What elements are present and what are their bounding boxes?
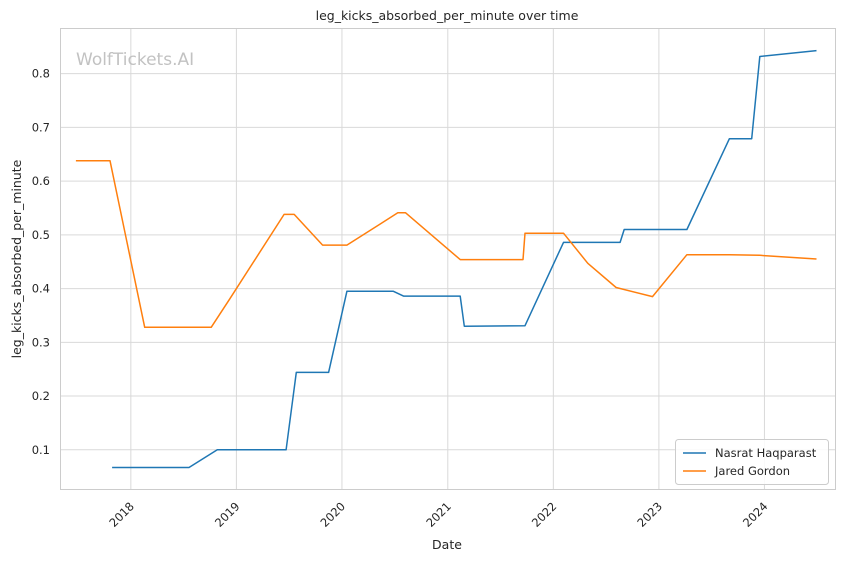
series-lines bbox=[75, 49, 817, 469]
x-tick-label: 2021 bbox=[423, 499, 454, 530]
y-tick-label: 0.8 bbox=[32, 67, 50, 81]
x-axis-title: Date bbox=[432, 537, 462, 552]
series-line-0 bbox=[112, 49, 817, 469]
y-tick-label: 0.5 bbox=[32, 228, 50, 242]
watermark: WolfTickets.AI bbox=[76, 50, 194, 70]
x-tick-labels: 2018 2019 2020 2021 2022 2023 2024 bbox=[106, 499, 770, 530]
plot-area-frame bbox=[60, 28, 836, 490]
y-tick-label: 0.6 bbox=[32, 174, 50, 188]
legend-label-jared: Jared Gordon bbox=[714, 464, 790, 478]
x-tick-label: 2020 bbox=[317, 499, 348, 530]
grid bbox=[60, 28, 835, 489]
legend: Nasrat Haqparast Jared Gordon bbox=[675, 439, 829, 485]
x-tick-label: 2023 bbox=[634, 499, 665, 530]
x-tick-label: 2022 bbox=[529, 499, 560, 530]
y-tick-label: 0.1 bbox=[32, 443, 50, 457]
y-axis-title: leg_kicks_absorbed_per_minute bbox=[9, 159, 24, 358]
series-line-1 bbox=[75, 159, 817, 329]
x-tick-label: 2024 bbox=[740, 499, 771, 530]
chart-title: leg_kicks_absorbed_per_minute over time bbox=[316, 8, 579, 23]
legend-box bbox=[675, 439, 829, 485]
y-tick-label: 0.2 bbox=[32, 389, 50, 403]
y-tick-label: 0.3 bbox=[32, 335, 50, 349]
y-tick-label: 0.7 bbox=[32, 120, 50, 134]
y-tick-label: 0.4 bbox=[32, 282, 50, 296]
y-tick-labels: 0.1 0.2 0.3 0.4 0.5 0.6 0.7 0.8 bbox=[32, 67, 50, 457]
x-tick-label: 2019 bbox=[212, 499, 243, 530]
x-tick-label: 2018 bbox=[106, 499, 137, 530]
legend-label-nasrat: Nasrat Haqparast bbox=[715, 446, 817, 460]
